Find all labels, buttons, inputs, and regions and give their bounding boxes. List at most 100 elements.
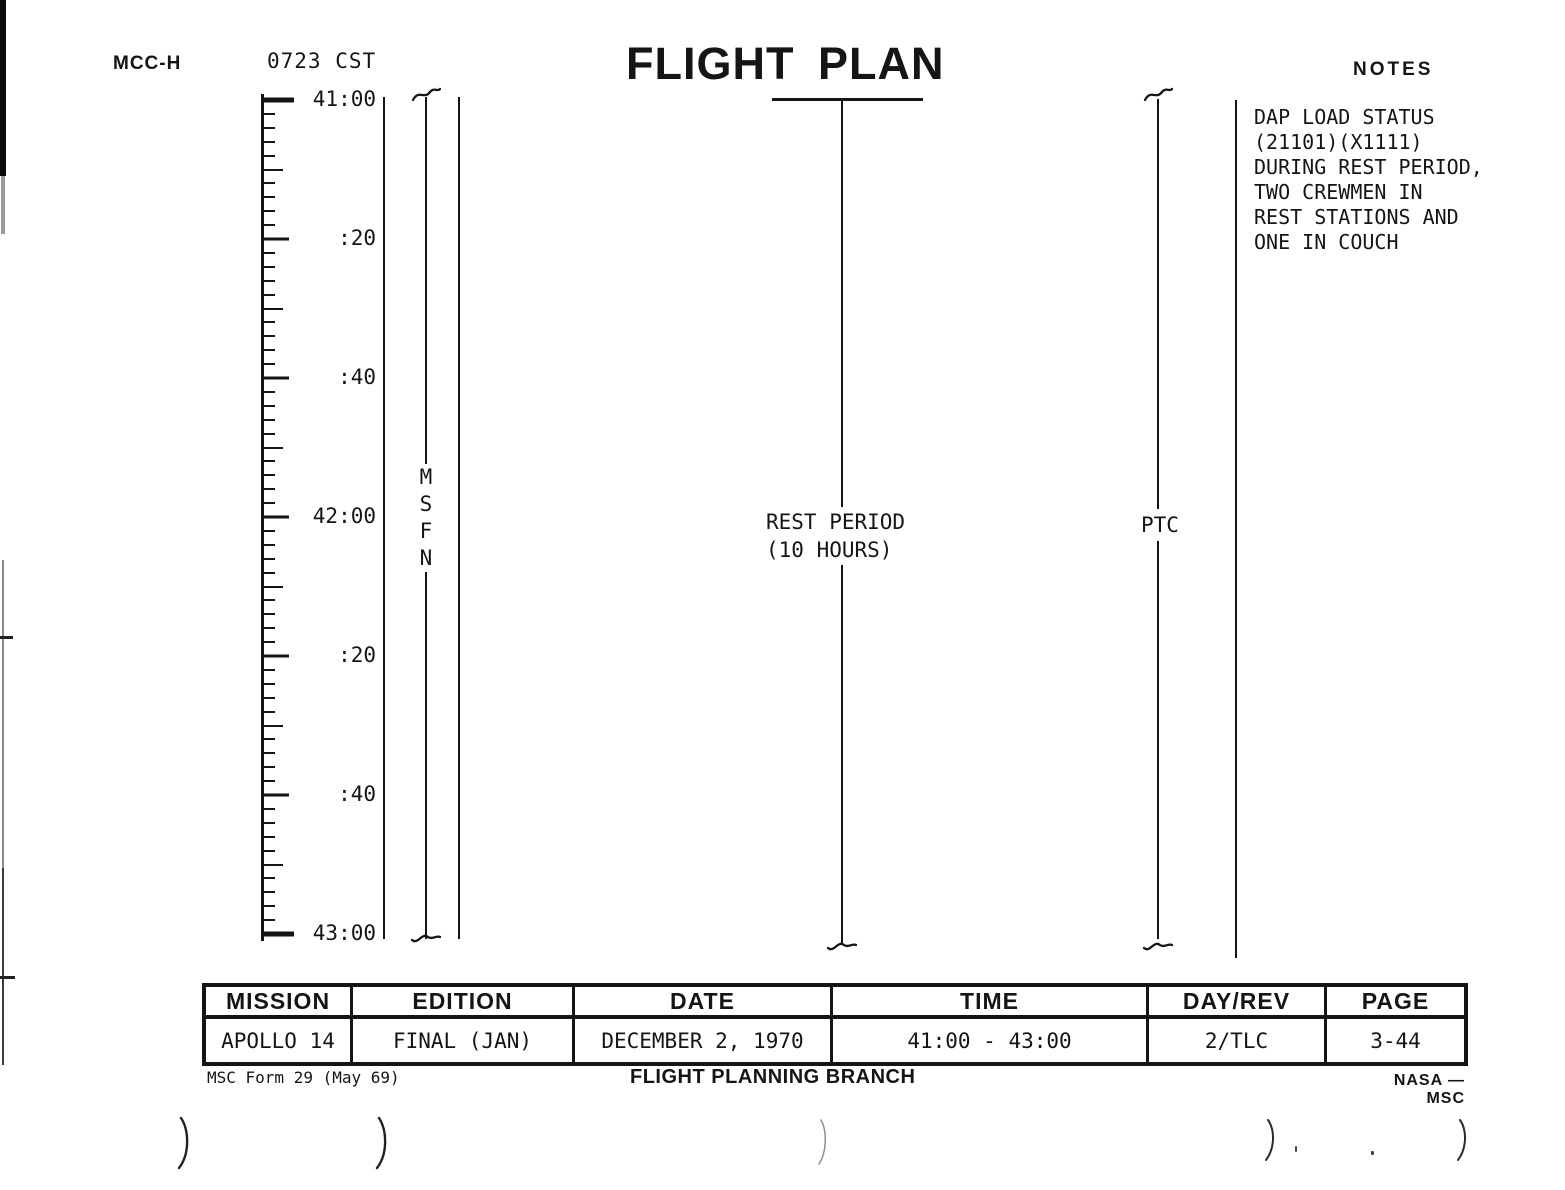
ruler-tick [263,668,275,671]
agency-label: NASA — MSC [1393,1072,1465,1107]
rest-period-label: REST PERIOD (10 HOURS) [762,507,910,565]
ruler-tick [263,474,275,477]
ruler-time-label: :40 [338,365,376,389]
scan-mark-artifact [1457,1119,1466,1161]
ruler-tick [263,196,275,199]
note-line: ONE IN COUCH [1254,230,1399,254]
ruler-tick [263,363,275,366]
ruler-tick [263,696,275,699]
ruler-tick [263,682,275,685]
ruler-tick [263,710,275,713]
note-line: REST STATIONS AND [1254,205,1459,229]
ruler-tick [263,376,289,380]
table-col-date: DATE DECEMBER 2, 1970 [575,987,833,1062]
branch-label: FLIGHT PLANNING BRANCH [630,1066,916,1088]
ruler-tick [263,404,275,407]
table-header-mission: MISSION [206,987,350,1019]
rest-period-label-line2: (10 HOURS) [766,538,893,562]
table-header-time: TIME [833,987,1146,1019]
ruler-tick [263,793,289,797]
ptc-label: PTC [1135,509,1185,541]
timeline-column-line-1 [383,97,385,939]
table-header-page: PAGE [1327,987,1464,1019]
ruler-tick [263,154,275,157]
ruler-tick [263,335,275,338]
table-col-edition: EDITION FINAL (JAN) [353,987,575,1062]
msfn-letter: F [419,519,433,543]
ruler-tick [263,265,275,268]
ruler-tick [263,905,275,908]
ruler-tick [263,849,275,852]
continuation-squiggle-icon [1142,942,1174,951]
continuation-squiggle-icon [410,934,442,943]
ruler-tick [263,432,275,435]
clock-time: 0723 CST [267,49,377,73]
table-header-day-rev: DAY/REV [1149,987,1324,1019]
ruler-time-label: :40 [338,782,376,806]
page-title: FLIGHT PLAN [626,38,945,89]
ruler-tick [263,585,283,588]
rest-period-label-line1: REST PERIOD [766,510,906,534]
continuation-squiggle-icon [411,87,442,102]
ruler-time-label: 43:00 [312,921,376,945]
ruler-tick [263,543,275,546]
ruler-tick [263,863,283,866]
msfn-letter: M [419,465,433,489]
ruler-tick [263,293,275,296]
scan-edge-artifact [2,868,4,1065]
ruler-time-label: 42:00 [312,504,376,528]
scan-dot-artifact [1295,1146,1297,1152]
ruler-tick [263,460,275,463]
continuation-squiggle-icon [826,942,858,951]
form-id: MSC Form 29 (May 69) [207,1068,400,1087]
ruler-tick [263,237,289,241]
ruler-tick [263,321,275,324]
ruler-tick [263,724,283,727]
scan-edge-artifact [0,0,6,176]
ruler-tick [263,641,275,644]
ruler-tick [263,654,289,658]
ruler-tick [263,97,294,103]
ruler-tick [263,780,275,783]
table-value-edition: FINAL (JAN) [392,1028,533,1053]
ruler-tick [263,821,275,824]
ruler-tick [263,891,275,894]
table-col-page: PAGE 3-44 [1327,987,1464,1062]
ruler-tick [263,752,275,755]
scan-edge-artifact [2,560,4,1065]
table-value-day-rev: 2/TLC [1204,1028,1269,1053]
ruler-tick [263,807,275,810]
scan-edge-tick [0,636,13,639]
ruler-time-label: :20 [338,226,376,250]
ruler-tick [263,738,275,741]
ruler-tick [263,307,283,310]
ruler-tick [263,168,283,171]
table-header-date: DATE [575,987,830,1019]
msfn-letter: S [419,492,433,516]
ruler-tick [263,182,275,185]
ruler-tick [263,210,275,213]
ruler-tick [263,529,275,532]
table-value-page: 3-44 [1370,1028,1421,1053]
note-line: DURING REST PERIOD, [1254,155,1483,179]
scan-dot-artifact [1371,1151,1374,1155]
table-col-mission: MISSION APOLLO 14 [206,987,353,1062]
table-col-day-rev: DAY/REV 2/TLC [1149,987,1327,1062]
ruler-tick [263,502,275,505]
table-value-mission: APOLLO 14 [221,1028,335,1053]
ruler-tick [263,488,275,491]
ruler-tick [263,112,275,115]
ruler-tick [263,140,275,143]
ruler-tick [263,599,275,602]
ruler-tick [263,877,275,880]
scan-edge-tick [0,976,15,979]
ruler-tick [263,418,275,421]
ruler-tick [263,835,275,838]
table-header-edition: EDITION [353,987,572,1019]
footer-table: MISSION APOLLO 14 EDITION FINAL (JAN) DA… [202,983,1468,1066]
note-line: DAP LOAD STATUS [1254,105,1435,129]
notes-heading: NOTES [1353,59,1434,80]
ruler-tick [263,446,283,449]
table-col-time: TIME 41:00 - 43:00 [833,987,1149,1062]
